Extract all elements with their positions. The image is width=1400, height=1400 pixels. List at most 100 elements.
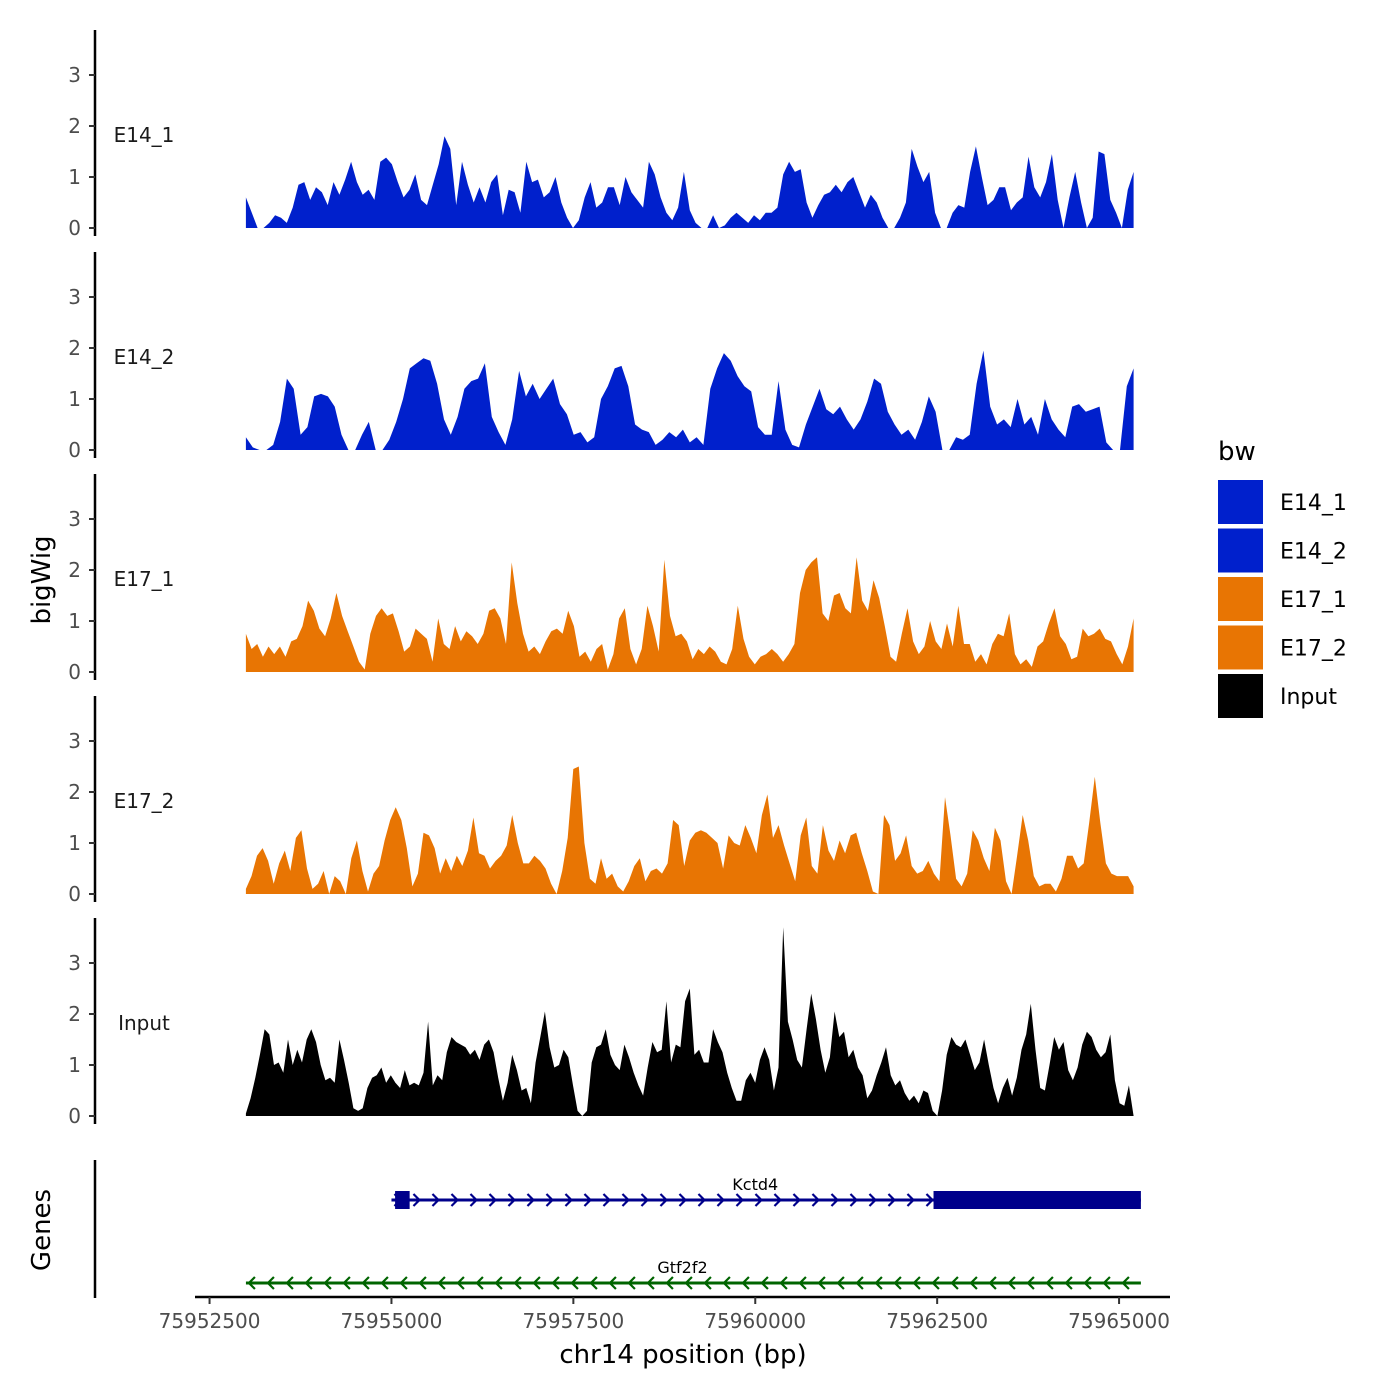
- y-tick-label: 0: [68, 882, 81, 906]
- legend: bw E14_1 E14_2 E17_1 E17_2 Input: [1218, 437, 1347, 718]
- y-tick-label: 1: [68, 387, 81, 411]
- strand-arrow: [456, 1276, 465, 1290]
- strand-arrow: [494, 1276, 503, 1290]
- strand-arrow: [925, 1193, 935, 1207]
- legend-item: E17_2: [1218, 625, 1347, 670]
- gene-exon: [395, 1191, 410, 1209]
- strand-arrow: [488, 1193, 498, 1207]
- strand-arrow: [1083, 1276, 1092, 1290]
- track-label: Input: [118, 1011, 170, 1035]
- strand-arrow: [551, 1276, 560, 1290]
- strand-arrow: [570, 1276, 579, 1290]
- x-tick-label: 75952500: [159, 1309, 261, 1333]
- strand-arrow: [589, 1276, 598, 1290]
- y-tick-label: 1: [68, 831, 81, 855]
- legend-label: Input: [1280, 685, 1337, 710]
- strand-arrow: [912, 1276, 921, 1290]
- track-input: 0 1 2 3 Input: [68, 918, 1134, 1128]
- strand-arrow: [640, 1193, 650, 1207]
- y-axis-title: bigWig: [27, 535, 57, 624]
- y-tick-label: 2: [68, 558, 81, 582]
- strand-arrow: [830, 1193, 840, 1207]
- signal-area: [245, 927, 1134, 1116]
- legend-item: E14_1: [1218, 480, 1347, 524]
- legend-swatch: [1218, 528, 1263, 573]
- track-label: E17_1: [114, 567, 175, 591]
- strand-arrow: [380, 1276, 389, 1290]
- strand-arrow: [545, 1193, 555, 1207]
- strand-arrow: [798, 1276, 807, 1290]
- strand-arrow: [323, 1276, 332, 1290]
- strand-arrow: [950, 1276, 959, 1290]
- signal-area: [245, 766, 1134, 894]
- legend-item: E14_2: [1218, 528, 1347, 573]
- strand-arrow: [1026, 1276, 1035, 1290]
- y-tick-label: 0: [68, 216, 81, 240]
- x-tick-label: 75960000: [704, 1309, 806, 1333]
- strand-arrow: [564, 1193, 574, 1207]
- strand-arrow: [1064, 1276, 1073, 1290]
- strand-arrow: [868, 1193, 878, 1207]
- strand-arrow: [1102, 1276, 1111, 1290]
- strand-arrow: [304, 1276, 313, 1290]
- signal-area: [245, 557, 1134, 672]
- strand-arrow: [646, 1276, 655, 1290]
- strand-arrow: [399, 1276, 408, 1290]
- y-tick-label: 1: [68, 1053, 81, 1077]
- strand-arrow: [412, 1193, 422, 1207]
- track-label: E14_2: [114, 345, 175, 369]
- track-e14-2: 0 1 2 3 E14_2: [68, 252, 1134, 462]
- strand-arrow: [608, 1276, 617, 1290]
- x-axis: 75952500 75955000 75957500 75960000 75962500…: [159, 1295, 1170, 1333]
- strand-arrow: [779, 1276, 788, 1290]
- y-tick-label: 0: [68, 1104, 81, 1128]
- signal-area: [245, 350, 1134, 450]
- strand-arrow: [969, 1276, 978, 1290]
- track-e17-2: 0 1 2 3 E17_2: [68, 696, 1134, 906]
- legend-item: E17_1: [1218, 577, 1347, 621]
- y-tick-label: 3: [68, 729, 81, 753]
- strand-arrow: [418, 1276, 427, 1290]
- y-tick-label: 0: [68, 438, 81, 462]
- strand-arrow: [931, 1276, 940, 1290]
- strand-arrow: [247, 1276, 256, 1290]
- strand-arrow: [627, 1276, 636, 1290]
- strand-arrow: [513, 1276, 522, 1290]
- y-tick-label: 1: [68, 165, 81, 189]
- genes-axis-title: Genes: [27, 1189, 57, 1271]
- strand-arrow: [849, 1193, 859, 1207]
- y-tick-label: 2: [68, 336, 81, 360]
- strand-arrow: [526, 1193, 536, 1207]
- strand-arrow: [874, 1276, 883, 1290]
- strand-arrow: [437, 1276, 446, 1290]
- x-axis-title: chr14 position (bp): [559, 1340, 806, 1370]
- strand-arrow: [665, 1276, 674, 1290]
- strand-arrow: [678, 1193, 688, 1207]
- y-tick-label: 3: [68, 63, 81, 87]
- track-e14-1: 0 1 2 3 E14_1: [68, 30, 1134, 240]
- strand-arrow: [836, 1276, 845, 1290]
- y-tick-label: 1: [68, 609, 81, 633]
- bigwig-tracks: 0 1 2 3 E14_1 0 1 2 3 E14_2 0 1 2 3 E17_1 0 1 2 3 E17_2 0 1 2 3…: [68, 30, 1134, 1128]
- signal-area: [245, 136, 1134, 228]
- strand-arrow: [361, 1276, 370, 1290]
- strand-arrow: [475, 1276, 484, 1290]
- strand-arrow: [450, 1193, 460, 1207]
- x-tick-label: 75955000: [341, 1309, 443, 1333]
- strand-arrow: [741, 1276, 750, 1290]
- strand-arrow: [431, 1193, 441, 1207]
- strand-arrow: [988, 1276, 997, 1290]
- legend-title: bw: [1218, 437, 1256, 467]
- strand-arrow: [735, 1193, 745, 1207]
- strand-arrow: [659, 1193, 669, 1207]
- strand-arrow: [722, 1276, 731, 1290]
- gene-kctd4: Kctd4: [391, 1175, 1141, 1209]
- strand-arrow: [469, 1193, 479, 1207]
- strand-arrow: [583, 1193, 593, 1207]
- strand-arrow: [285, 1276, 294, 1290]
- y-tick-label: 2: [68, 114, 81, 138]
- strand-arrow: [754, 1193, 764, 1207]
- strand-arrow: [507, 1193, 517, 1207]
- strand-arrow: [1121, 1276, 1130, 1290]
